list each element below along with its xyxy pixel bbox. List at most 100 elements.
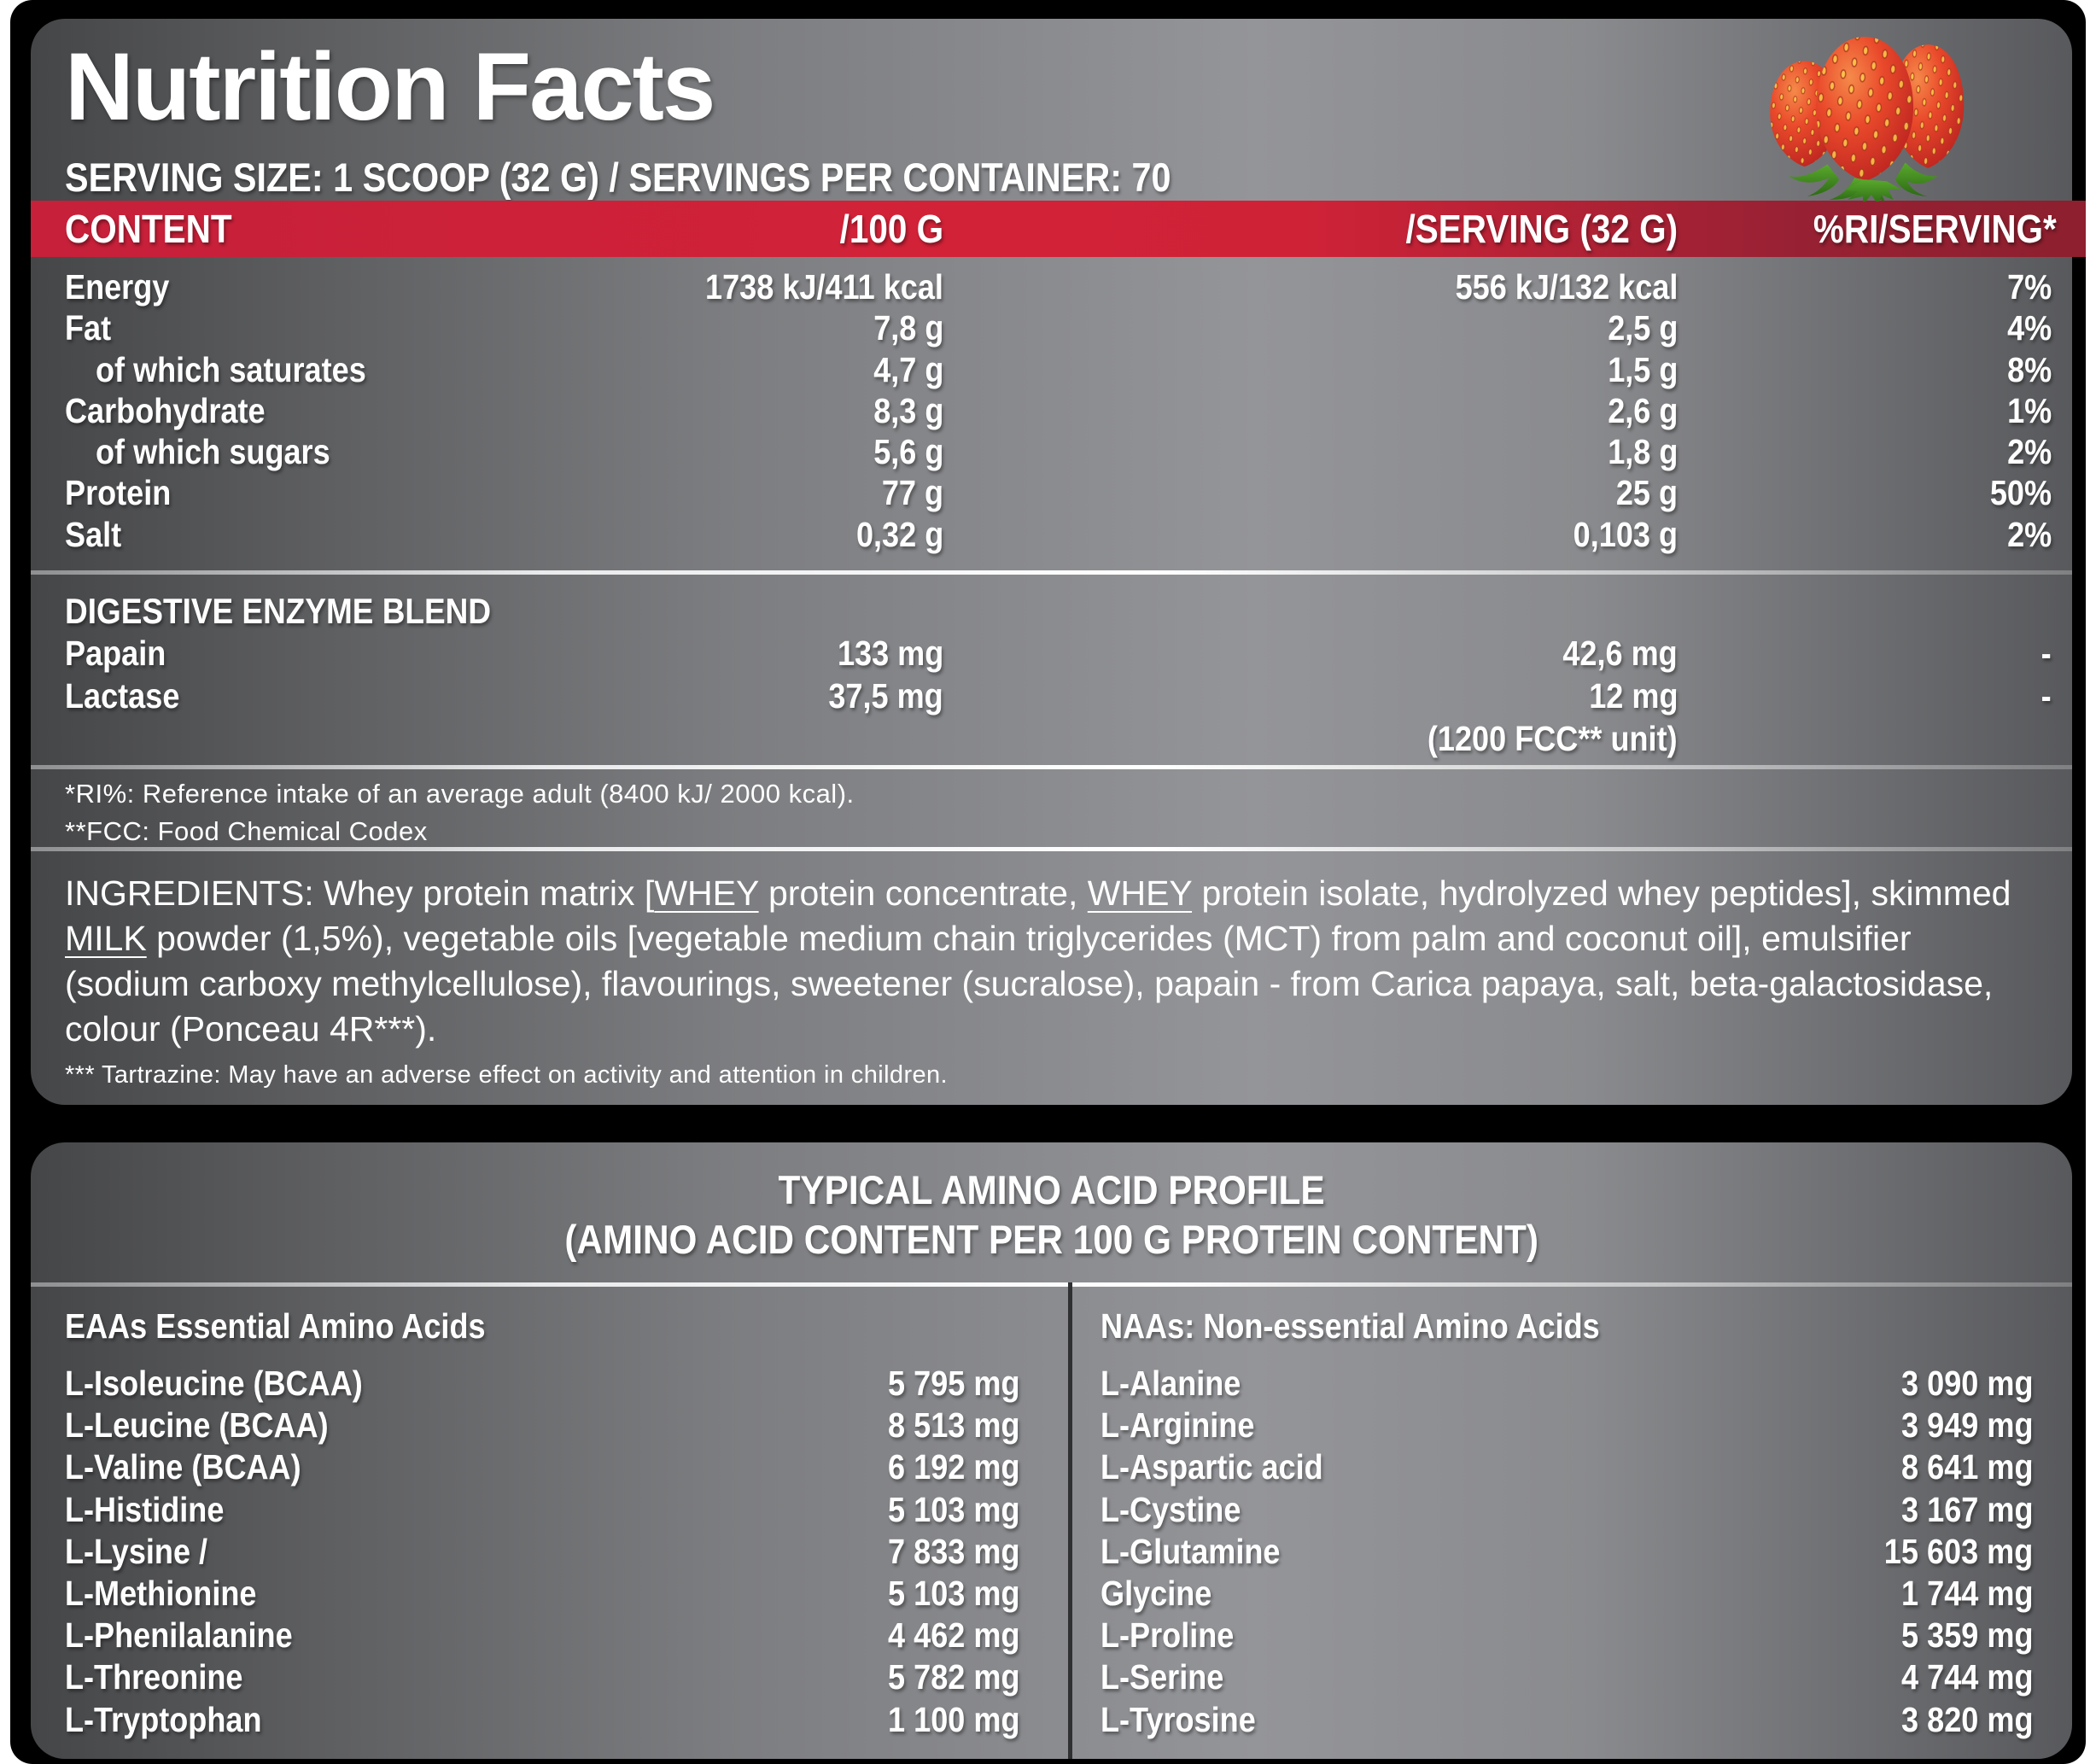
row-value-per-serving: 2,5 g xyxy=(1607,308,1678,348)
allergen-term: MILK xyxy=(65,919,147,958)
amino-name: L-Lysine / xyxy=(65,1531,208,1571)
table-row: Lactase 37,5 mg 12 mg - xyxy=(31,675,2086,717)
table-row: of which sugars 5,6 g 1,8 g 2% xyxy=(31,431,2086,472)
amino-value: 5 103 mg xyxy=(887,1573,1019,1613)
amino-row: L-Aspartic acid 8 641 mg xyxy=(1101,1446,2033,1488)
amino-row: L-Proline 5 359 mg xyxy=(1101,1615,2033,1656)
row-value-ri: 4% xyxy=(2006,308,2052,348)
amino-value: 5 782 mg xyxy=(887,1657,1019,1697)
row-value-ri: 2% xyxy=(2006,514,2052,554)
amino-value: 4 744 mg xyxy=(1900,1657,2033,1697)
amino-value: 15 603 mg xyxy=(1883,1531,2033,1571)
row-label: Protein xyxy=(65,473,172,513)
amino-value: 5 359 mg xyxy=(1900,1615,2033,1656)
amino-row: L-Lysine / 7 833 mg xyxy=(65,1531,1019,1573)
row-value-per-serving: (1200 FCC** unit) xyxy=(1427,719,1678,758)
amino-value: 7 833 mg xyxy=(887,1531,1019,1571)
amino-name: L-Cystine xyxy=(1101,1489,1241,1529)
amino-row: L-Tryptophan 1 100 mg xyxy=(65,1699,1019,1741)
row-value-per-serving: 1,8 g xyxy=(1607,432,1678,472)
amino-value: 4 462 mg xyxy=(887,1615,1019,1656)
row-value-per100g: 133 mg xyxy=(837,634,943,673)
strawberries-image xyxy=(1770,37,1965,202)
eaa-column: EAAs Essential Amino Acids L-Isoleucine … xyxy=(65,1306,1019,1741)
amino-row: L-Alanine 3 090 mg xyxy=(1101,1363,2033,1405)
table-row: Papain 133 mg 42,6 mg - xyxy=(31,632,2086,675)
row-value-per-serving: 25 g xyxy=(1615,473,1678,513)
nutrient-table: Energy 1738 kJ/411 kcal 556 kJ/132 kcal … xyxy=(31,266,2086,555)
row-value-per100g: 77 g xyxy=(881,473,943,513)
row-value-ri: - xyxy=(2041,676,2052,716)
row-value-per-serving: 2,6 g xyxy=(1607,390,1678,430)
column-header-ri-serving: %RI/SERVING* xyxy=(1813,207,2057,251)
row-value-ri: 50% xyxy=(1989,473,2052,513)
table-row: Carbohydrate 8,3 g 2,6 g 1% xyxy=(31,390,2086,431)
amino-value: 1 100 mg xyxy=(887,1699,1019,1739)
column-divider xyxy=(1068,1282,1072,1759)
table-row: Fat 7,8 g 2,5 g 4% xyxy=(31,307,2086,348)
amino-value: 3 167 mg xyxy=(1900,1489,2033,1529)
fcc-footnote: **FCC: Food Chemical Codex xyxy=(65,816,428,846)
row-value-per100g: 7,8 g xyxy=(873,308,943,348)
amino-name: L-Proline xyxy=(1101,1615,1235,1656)
amino-row: L-Methionine 5 103 mg xyxy=(65,1573,1019,1615)
amino-value: 8 641 mg xyxy=(1900,1447,2033,1487)
amino-row: L-Histidine 5 103 mg xyxy=(65,1489,1019,1531)
amino-row: L-Serine 4 744 mg xyxy=(1101,1656,2033,1698)
amino-value: 8 513 mg xyxy=(887,1405,1019,1446)
amino-name: L-Phenilalanine xyxy=(65,1615,293,1656)
row-label: Salt xyxy=(65,514,122,554)
amino-name: L-Methionine xyxy=(65,1573,257,1613)
amino-row: L-Leucine (BCAA) 8 513 mg xyxy=(65,1405,1019,1446)
ingredients-segment: INGREDIENTS: Whey protein matrix [ xyxy=(65,873,655,913)
row-label: Lactase xyxy=(65,676,180,716)
column-header-per100g: /100 G xyxy=(839,207,943,251)
amino-row: L-Phenilalanine 4 462 mg xyxy=(65,1615,1019,1656)
amino-profile-title: TYPICAL AMINO ACID PROFILE xyxy=(778,1167,1325,1212)
amino-row: L-Valine (BCAA) 6 192 mg xyxy=(65,1446,1019,1488)
section-divider xyxy=(31,570,2072,575)
allergen-term: WHEY xyxy=(654,873,759,913)
row-label: of which saturates xyxy=(96,349,366,389)
table-row: Salt 0,32 g 0,103 g 2% xyxy=(31,514,2086,555)
row-value-ri: 7% xyxy=(2006,267,2052,307)
amino-name: L-Leucine (BCAA) xyxy=(65,1405,329,1446)
row-value-ri: - xyxy=(2041,634,2052,673)
naa-column: NAAs: Non-essential Amino Acids L-Alanin… xyxy=(1101,1306,2033,1741)
allergen-term: WHEY xyxy=(1087,873,1193,913)
amino-name: L-Valine (BCAA) xyxy=(65,1447,301,1487)
section-divider xyxy=(31,847,2072,851)
naa-heading: NAAs: Non-essential Amino Acids xyxy=(1101,1306,1600,1346)
table-row: of which saturates 4,7 g 1,5 g 8% xyxy=(31,349,2086,390)
amino-name: L-Tyrosine xyxy=(1101,1699,1256,1739)
ingredients-segment: protein isolate, hydrolyzed whey peptide… xyxy=(1192,873,2011,913)
amino-row: Glycine 1 744 mg xyxy=(1101,1573,2033,1615)
amino-row: L-Arginine 3 949 mg xyxy=(1101,1405,2033,1446)
row-value-per-serving: 556 kJ/132 kcal xyxy=(1455,267,1678,307)
amino-value: 1 744 mg xyxy=(1900,1573,2033,1613)
row-label: Energy xyxy=(65,267,170,307)
amino-name: L-Threonine xyxy=(65,1657,243,1697)
amino-profile-subtitle: (AMINO ACID CONTENT PER 100 G PROTEIN CO… xyxy=(564,1217,1538,1262)
table-row: Energy 1738 kJ/411 kcal 556 kJ/132 kcal … xyxy=(31,266,2086,307)
serving-size-line: SERVING SIZE: 1 SCOOP (32 G) / SERVINGS … xyxy=(65,155,1171,200)
amino-panel xyxy=(31,1142,2072,1759)
amino-row: L-Tyrosine 3 820 mg xyxy=(1101,1699,2033,1741)
amino-value: 5 795 mg xyxy=(887,1364,1019,1403)
row-value-per100g: 8,3 g xyxy=(873,390,943,430)
ingredients-segment: protein concentrate, xyxy=(758,873,1088,913)
ingredients-segment: powder (1,5%), vegetable oils [vegetable… xyxy=(65,919,1994,1048)
amino-name: L-Tryptophan xyxy=(65,1699,262,1739)
section-divider xyxy=(31,1282,2072,1287)
amino-row: L-Glutamine 15 603 mg xyxy=(1101,1531,2033,1573)
nutrition-facts-panel xyxy=(31,19,2072,1105)
row-value-ri: 2% xyxy=(2006,432,2052,472)
amino-name: L-Glutamine xyxy=(1101,1531,1281,1571)
row-value-per-serving: 12 mg xyxy=(1588,676,1678,716)
row-label: Papain xyxy=(65,634,166,673)
amino-row: L-Threonine 5 782 mg xyxy=(65,1656,1019,1698)
amino-name: Glycine xyxy=(1101,1573,1212,1613)
row-value-per-serving: 1,5 g xyxy=(1607,349,1678,389)
table-row: (1200 FCC** unit) xyxy=(31,717,2086,760)
table-row: Protein 77 g 25 g 50% xyxy=(31,472,2086,513)
